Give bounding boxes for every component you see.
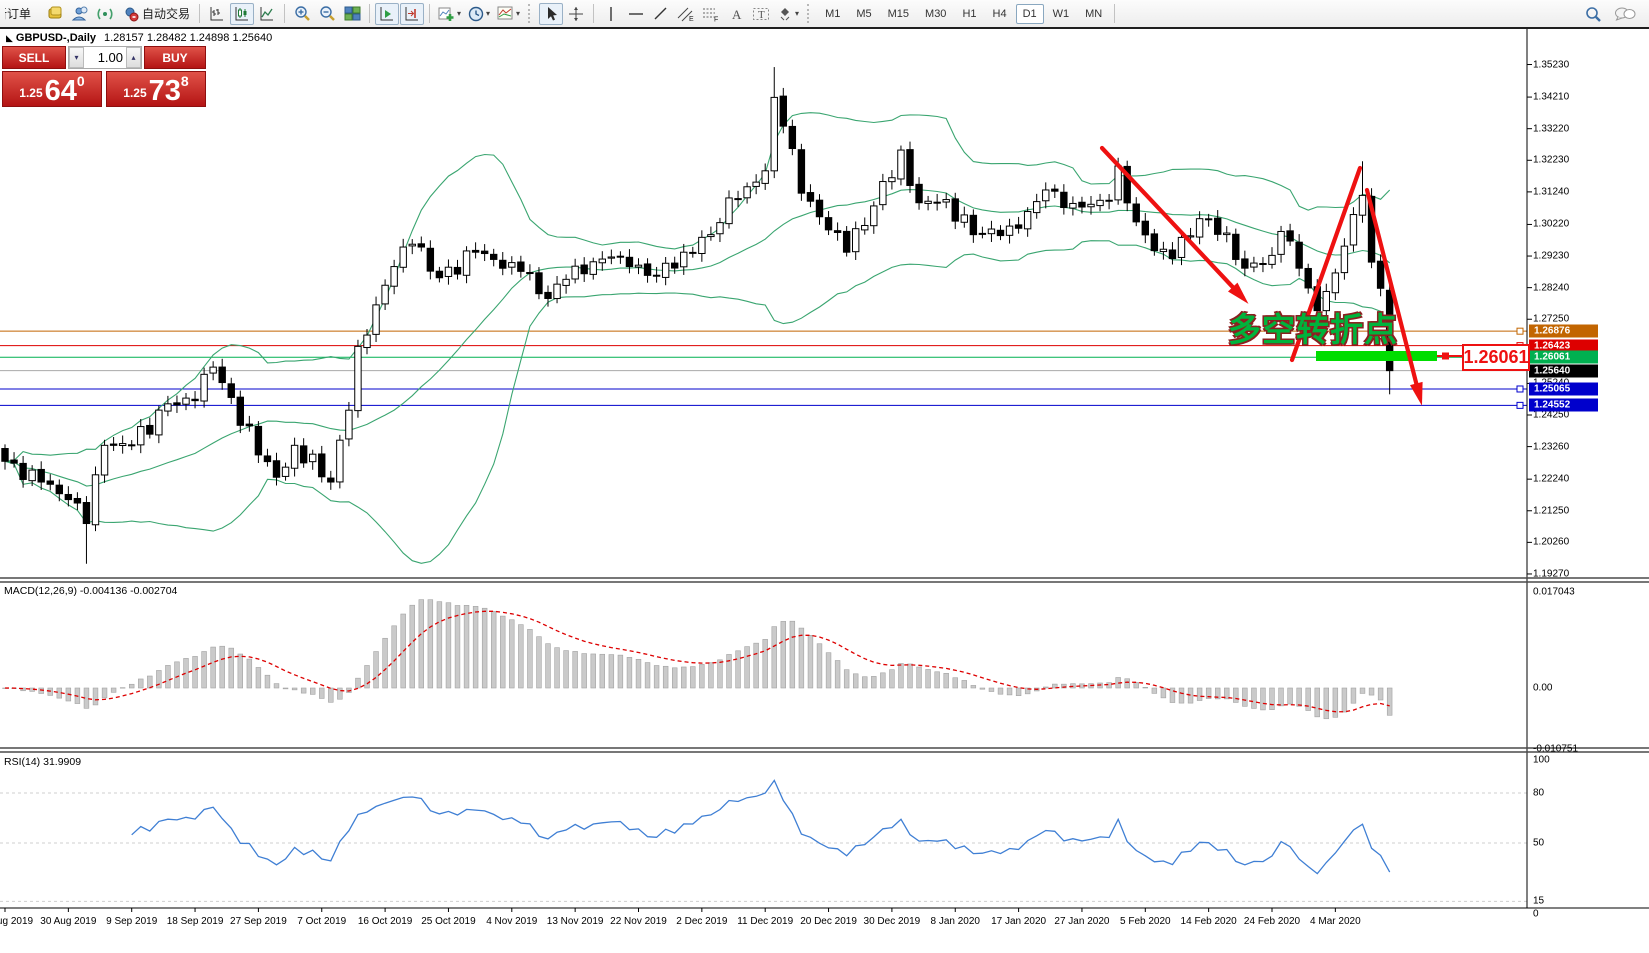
zoom-in-icon[interactable] (290, 3, 314, 25)
crosshair-icon[interactable] (564, 3, 588, 25)
price-callout-box[interactable]: 1.26061 (1462, 344, 1530, 371)
zoom-out-icon[interactable] (315, 3, 339, 25)
timeframe-m30[interactable]: M30 (925, 7, 947, 20)
new-order-button[interactable]: 新订单 (2, 3, 42, 25)
fibonacci-icon[interactable]: F (699, 3, 723, 25)
autotrade-button[interactable]: 自动交易 (118, 3, 194, 25)
sell-price-sup: 0 (76, 73, 85, 89)
one-click-trade-panel: SELL ▾ ▴ BUY 1.25 64 0 1.25 73 8 (2, 46, 206, 107)
separator (1114, 4, 1116, 23)
timeframe-d1[interactable]: D1 (1015, 3, 1044, 24)
buy-price-prefix: 1.25 (123, 86, 147, 100)
chat-icon[interactable] (1611, 3, 1639, 25)
separator (199, 4, 200, 23)
trendline-icon[interactable] (649, 3, 673, 25)
candlestick-chart-icon[interactable] (230, 2, 254, 25)
svg-text:A: A (732, 7, 742, 22)
turning-point-annotation[interactable]: 多空转折点 (1228, 311, 1398, 348)
buy-price[interactable]: 1.25 73 8 (106, 71, 206, 107)
new-order-label: 新订单 (5, 7, 32, 21)
deposit-icon[interactable] (43, 3, 67, 25)
drag-handle[interactable] (807, 4, 813, 23)
periods-button[interactable]: ▾ (465, 3, 493, 25)
timeframe-mn[interactable]: MN (1085, 7, 1103, 20)
svg-text:T: T (758, 9, 765, 21)
signal-icon[interactable] (93, 3, 117, 25)
buy-button[interactable]: BUY (144, 46, 206, 69)
sell-button[interactable]: SELL (2, 46, 66, 69)
auto-scroll-icon[interactable] (375, 2, 399, 25)
horizontal-line-icon[interactable] (624, 3, 648, 25)
timeframe-m1[interactable]: M1 (825, 7, 841, 20)
line-chart-icon[interactable] (255, 3, 279, 25)
timeframe-m15[interactable]: M15 (887, 7, 910, 20)
toolbar: 新订单 自动交易 ▾ ▾ ▾ (0, 0, 1649, 29)
separator (593, 4, 595, 23)
separator (369, 4, 370, 23)
cursor-icon[interactable] (539, 2, 564, 25)
volume-stepper: ▾ ▴ (68, 46, 142, 69)
sell-price-prefix: 1.25 (19, 86, 43, 100)
timeframe-w1[interactable]: W1 (1052, 7, 1070, 20)
timeframe-bar: M1 M5 M15 M30 H1 H4 D1 W1 MN (818, 3, 1109, 24)
profile-icon[interactable] (68, 3, 92, 25)
equidistant-channel-icon[interactable]: E (674, 3, 698, 25)
indicators-button[interactable]: ▾ (435, 3, 464, 25)
timeframe-h4[interactable]: H4 (992, 7, 1007, 20)
buy-price-big: 73 (148, 75, 181, 107)
autotrade-label: 自动交易 (141, 7, 190, 21)
bar-chart-icon[interactable] (205, 3, 229, 25)
drag-handle[interactable] (528, 4, 534, 23)
text-label-icon[interactable]: T (749, 3, 773, 25)
separator (284, 4, 285, 23)
shapes-button[interactable]: ▾ (774, 3, 802, 25)
search-icon[interactable] (1581, 3, 1605, 25)
tile-windows-icon[interactable] (340, 3, 364, 25)
timeframe-m5[interactable]: M5 (856, 7, 872, 20)
sell-price-big: 64 (44, 75, 77, 107)
chart-shift-icon[interactable] (400, 2, 424, 25)
timeframe-h1[interactable]: H1 (962, 7, 977, 20)
volume-decrease-button[interactable]: ▾ (69, 47, 84, 68)
templates-button[interactable]: ▾ (494, 3, 523, 25)
svg-text:E: E (689, 16, 694, 22)
separator (429, 4, 430, 23)
vertical-line-icon[interactable] (599, 3, 623, 25)
buy-price-sup: 8 (180, 73, 189, 89)
sell-price[interactable]: 1.25 64 0 (2, 71, 102, 107)
volume-increase-button[interactable]: ▴ (126, 47, 141, 68)
text-icon[interactable]: A (724, 3, 748, 25)
volume-input[interactable] (84, 47, 126, 68)
svg-text:F: F (714, 16, 718, 22)
